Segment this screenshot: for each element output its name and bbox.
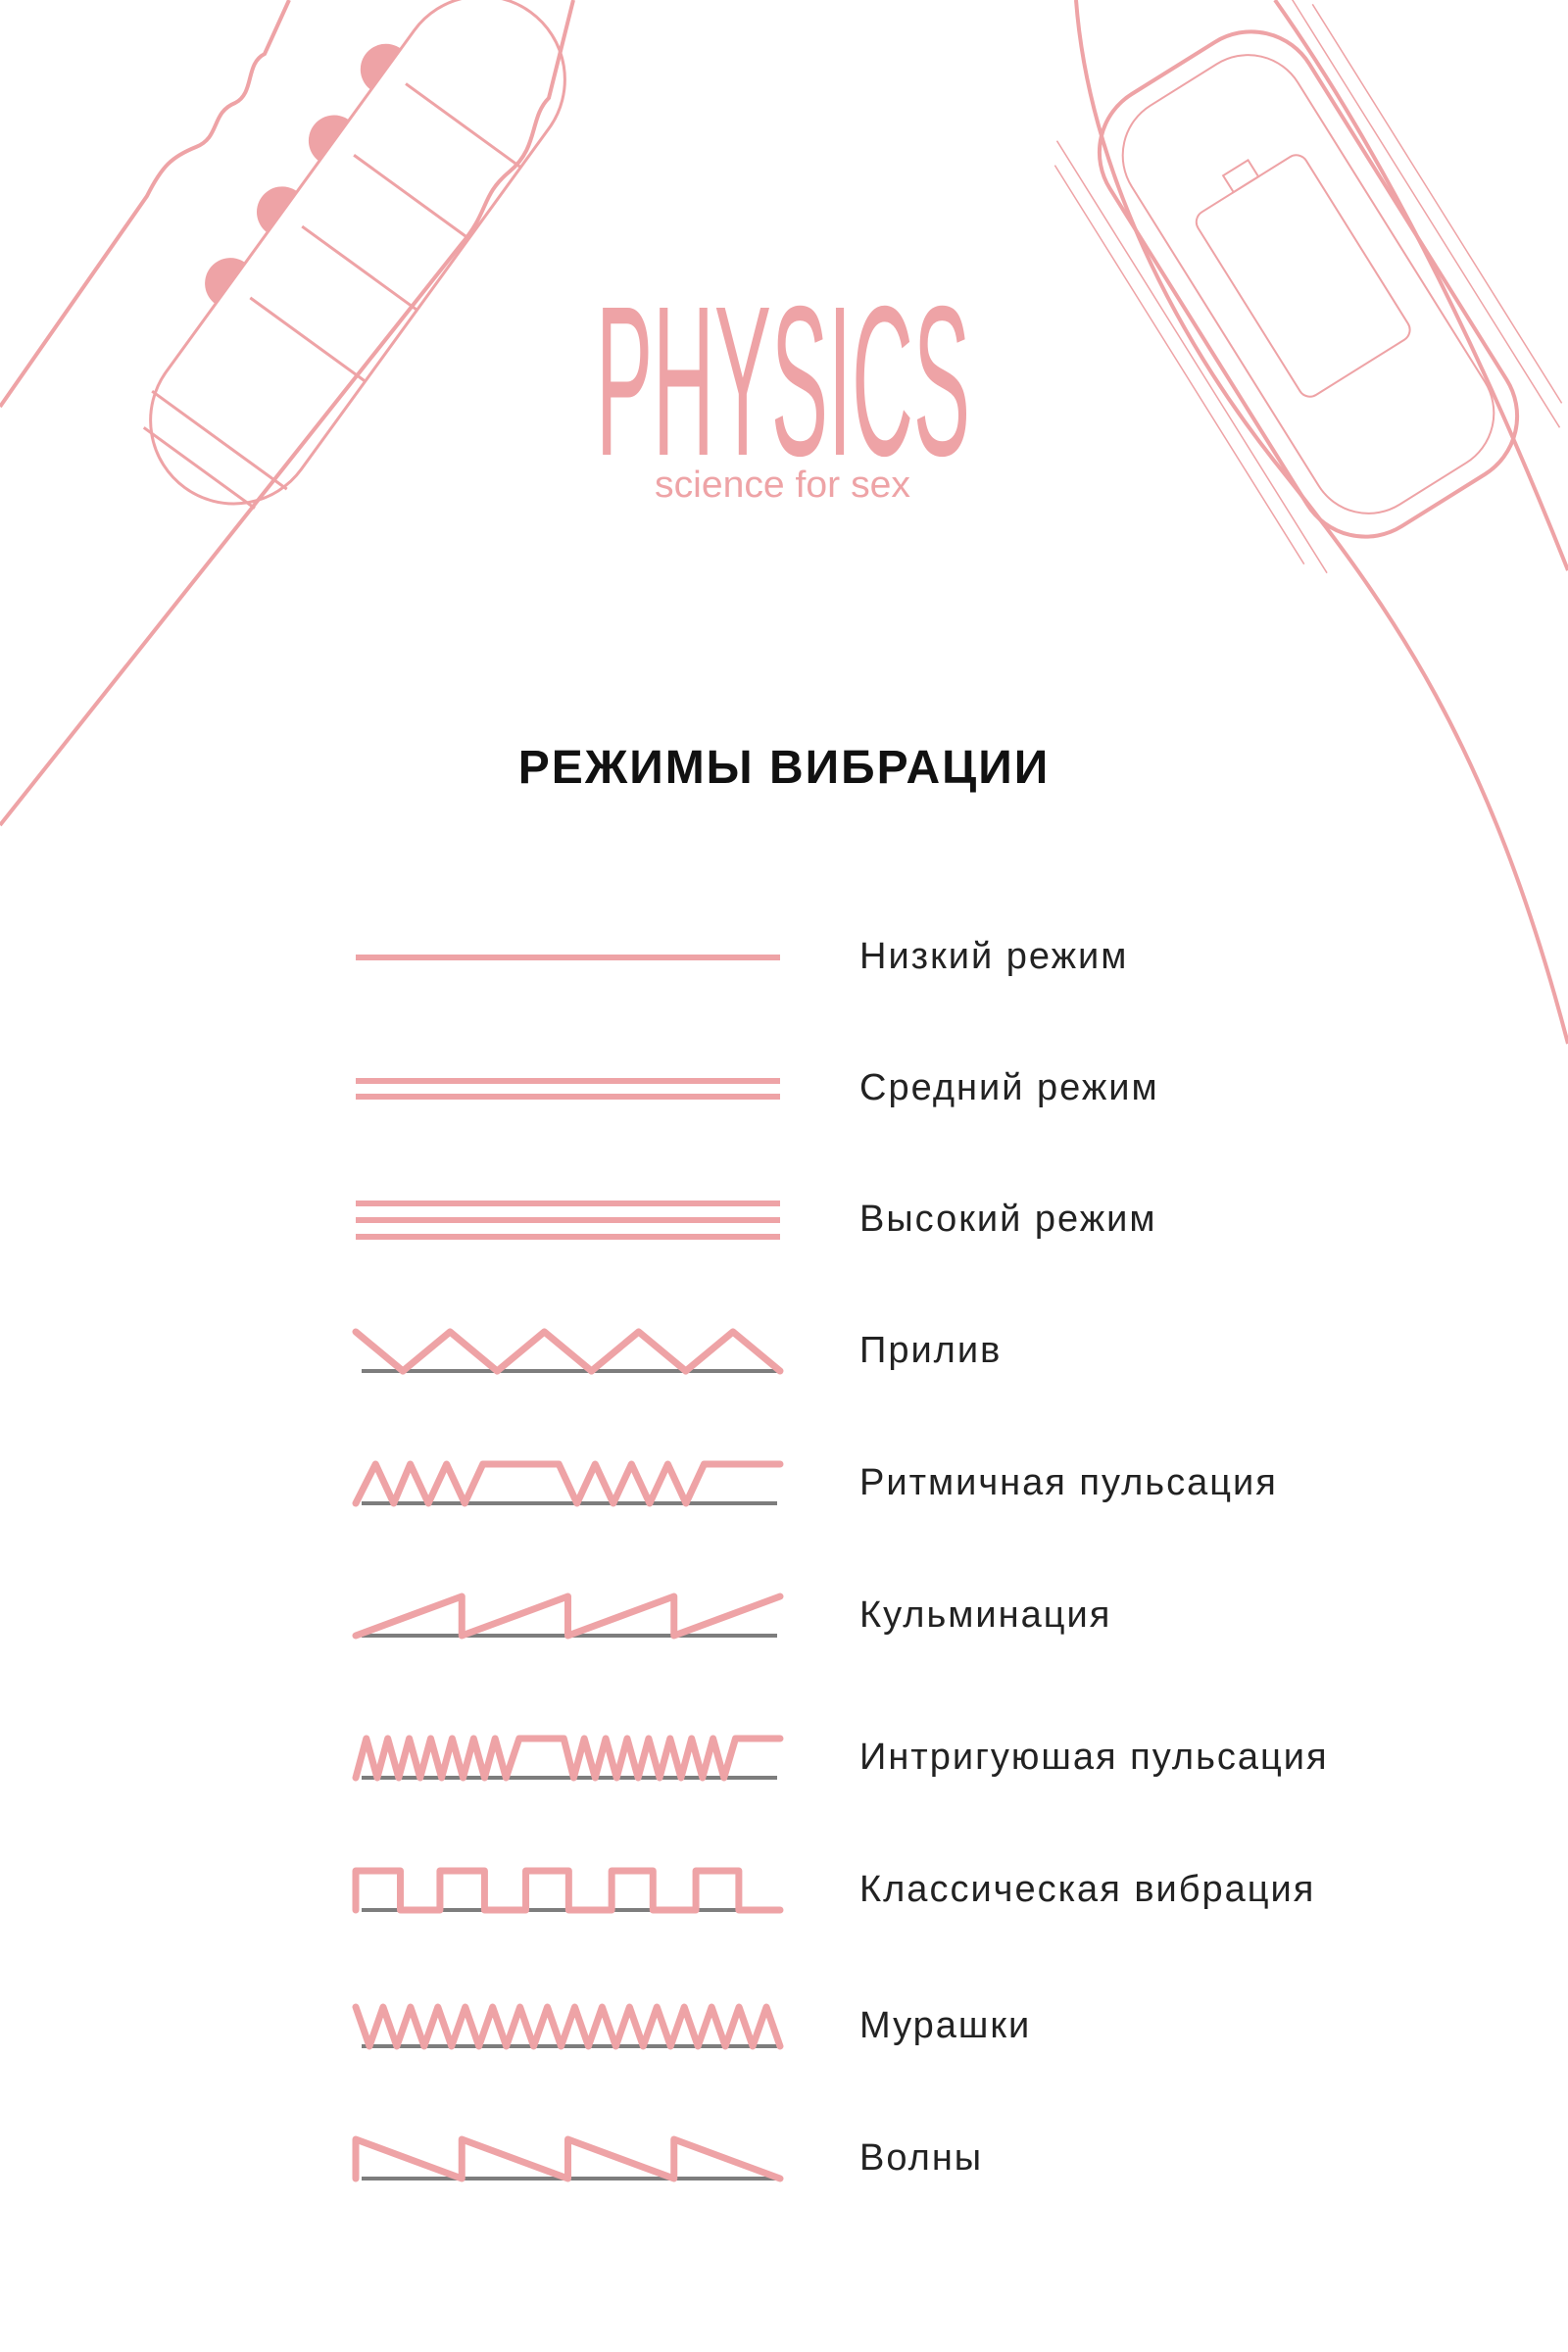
mode-label: Прилив (859, 1330, 1003, 1371)
mode-row: Средний режим (0, 1050, 1568, 1128)
waveform-one-line-icon (356, 955, 780, 960)
mode-label: Волны (859, 2137, 984, 2179)
waveform-burst-7-icon (352, 1735, 784, 1782)
waveform-trace (352, 1735, 784, 1782)
right-device-illustration (1054, 0, 1568, 1045)
waveform-three-lines-icon (356, 1200, 780, 1240)
mode-row: Волны (0, 2120, 1568, 2198)
left-vibrator-illustration (0, 0, 575, 827)
mode-row: Высокий режим (0, 1181, 1568, 1259)
mode-label: Классическая вибрация (859, 1869, 1316, 1910)
waveform-trace (352, 1592, 784, 1640)
waveform-triangle-icon (352, 1328, 784, 1375)
mode-row: Низкий режим (0, 918, 1568, 997)
waveform-sawtooth-up-icon (352, 1592, 784, 1640)
waveform-trace (352, 2135, 784, 2182)
logo-wordmark: PHYSICS (596, 274, 970, 501)
waveform-sawtooth-down-icon (352, 2135, 784, 2182)
waveform-burst-3-icon (352, 1460, 784, 1507)
logo-tagline: science for sex (655, 465, 910, 506)
mode-label: Средний режим (859, 1067, 1159, 1108)
waveform-trace (352, 1460, 784, 1507)
waveform-square-icon (352, 1867, 784, 1914)
mode-label: Высокий режим (859, 1199, 1157, 1240)
page-title: РЕЖИМЫ ВИБРАЦИИ (517, 742, 1051, 794)
mode-row: Классическая вибрация (0, 1851, 1568, 1930)
mode-label: Кульминация (859, 1594, 1112, 1636)
waveform-trace (352, 1328, 784, 1375)
mode-label: Интригуюшая пульсация (859, 1737, 1329, 1778)
mode-row: Прилив (0, 1312, 1568, 1391)
mode-label: Ритмичная пульсация (859, 1462, 1278, 1503)
waveform-trace (352, 1867, 784, 1914)
waveform-dense-zigzag-icon (352, 2003, 784, 2050)
waveform-two-lines-icon (356, 1078, 780, 1100)
mode-row: Интригуюшая пульсация (0, 1719, 1568, 1797)
mode-row: Мурашки (0, 1987, 1568, 2066)
mode-row: Ритмичная пульсация (0, 1445, 1568, 1523)
physics-logo: PHYSICS science for sex (596, 274, 970, 506)
mode-label: Мурашки (859, 2005, 1032, 2046)
mode-row: Кульминация (0, 1577, 1568, 1655)
waveform-trace (352, 2003, 784, 2050)
mode-label: Низкий режим (859, 936, 1129, 977)
